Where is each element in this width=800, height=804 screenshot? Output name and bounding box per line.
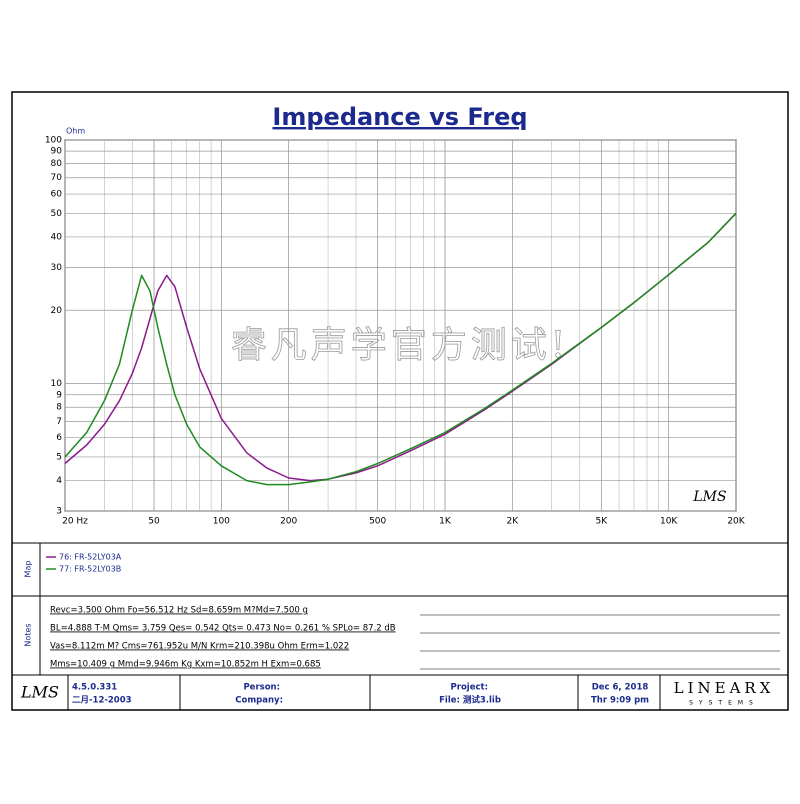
version: 4.5.0.331 [72,683,117,693]
y-tick-label: 70 [51,173,63,183]
x-tick-label: 100 [213,517,230,527]
brand: LINEARX [674,679,775,697]
watermark: 睿凡声学官方测试! [231,325,569,366]
legend-label: 77: FR-52LY03B [59,565,121,574]
x-tick-label: 5K [596,517,609,527]
x-tick-label: 200 [280,517,297,527]
note-line: Vas=8.112m M? Cms=761.952u M/N Krm=210.3… [50,642,349,652]
y-tick-label: 5 [56,452,62,462]
footer-logo: LMS [20,683,59,702]
y-tick-label: 60 [51,190,63,200]
y-tick-label: 9 [56,390,62,400]
date: Dec 6, 2018 [592,683,649,693]
x-tick-label: 1K [439,517,452,527]
x-tick-label: 2K [507,517,520,527]
company: Company: [235,696,283,706]
y-tick-label: 80 [51,159,63,169]
y-tick-label: 6 [56,433,62,443]
note-line: Mms=10.409 g Mmd=9.946m Kg Kxm=10.852m H… [50,660,321,670]
outer-frame [11,91,789,711]
y-tick-label: 3 [56,507,62,517]
y-tick-label: 50 [51,209,63,219]
x-tick-label: 20K [727,517,745,527]
chart-title: Impedance vs Freq [272,103,527,131]
x-tick-label: 20 Hz [62,517,88,527]
y-tick-label: 30 [51,263,63,273]
person: Person: [243,683,280,693]
x-tick-label: 10K [660,517,678,527]
time: Thr 9:09 pm [591,696,649,706]
plot-logo: LMS [692,489,726,505]
footer-cells [67,675,661,710]
brand-sub: SYSTEMS [689,700,759,707]
y-tick-label: 40 [51,232,63,242]
y-unit: Ohm [66,127,85,136]
note-line: BL=4.888 T·M Qms= 3.759 Qes= 0.542 Qts= … [50,624,396,634]
file: File: 测试3.lib [439,695,501,706]
x-tick-label: 500 [369,517,386,527]
y-tick-label: 90 [51,147,63,157]
y-tick-label: 7 [56,417,62,427]
panel-label: Notes [24,623,33,646]
version-date: 二月-12-2003 [72,696,132,706]
x-tick-label: 50 [148,517,160,527]
panel-label: Map [24,561,33,578]
legend-label: 76: FR-52LY03A [59,553,122,562]
y-tick-label: 10 [51,379,63,389]
y-tick-label: 4 [56,476,62,486]
project: Project: [451,683,488,693]
impedance-curve [64,212,737,486]
y-tick-label: 8 [56,403,62,413]
y-tick-label: 100 [45,136,62,146]
note-line: Revc=3.500 Ohm Fo=56.512 Hz Sd=8.659m M?… [50,606,308,616]
y-tick-label: 20 [51,306,63,316]
